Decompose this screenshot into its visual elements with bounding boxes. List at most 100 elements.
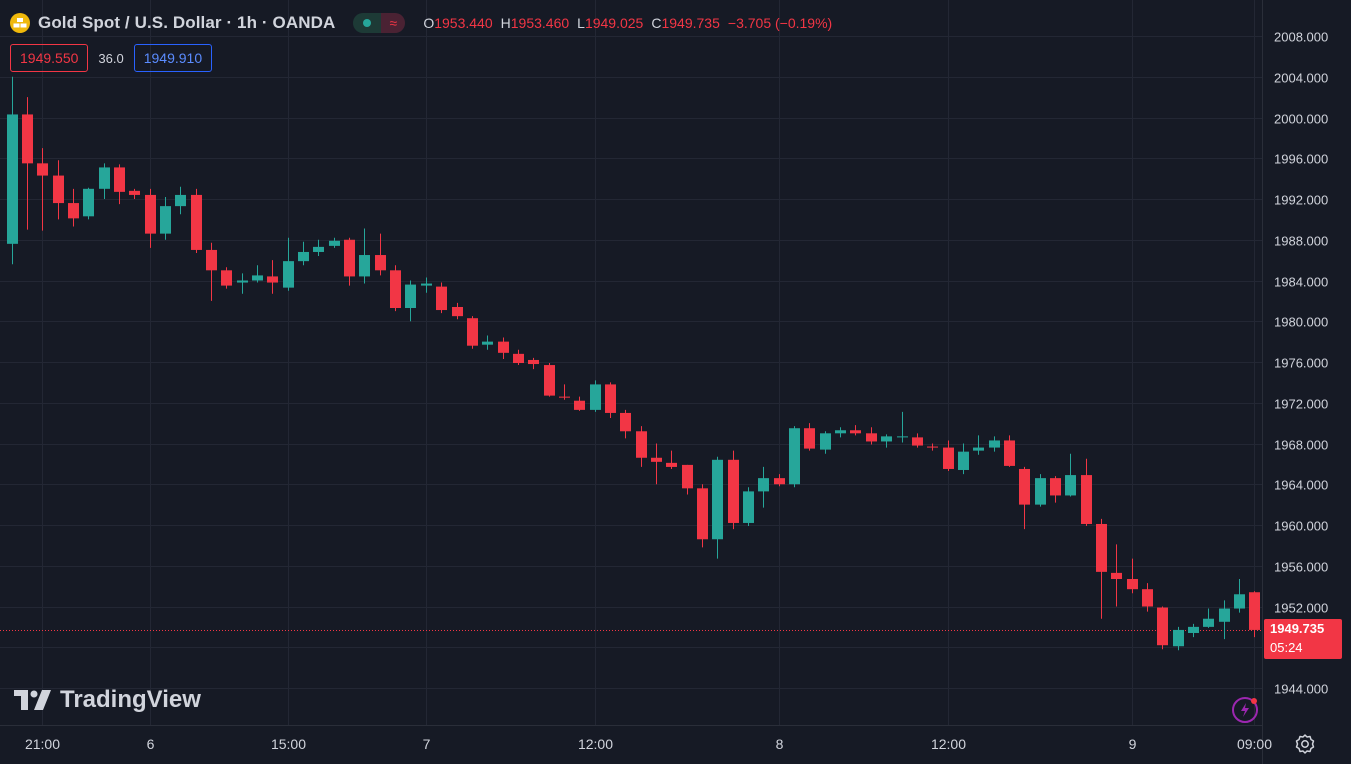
candle[interactable]	[206, 242, 217, 301]
candle[interactable]	[22, 97, 33, 230]
candle[interactable]	[1004, 435, 1015, 467]
candle-body	[651, 457, 662, 462]
candle[interactable]	[943, 440, 954, 472]
candle[interactable]	[467, 316, 478, 349]
candle[interactable]	[758, 466, 769, 508]
symbol-title[interactable]: Gold Spot / U.S. Dollar · 1h · OANDA	[38, 13, 336, 32]
candle[interactable]	[221, 267, 232, 289]
candle[interactable]	[252, 265, 263, 283]
candle[interactable]	[237, 273, 248, 294]
y-tick-label: 1984.000	[1274, 275, 1328, 290]
candle[interactable]	[897, 411, 908, 443]
candle[interactable]	[99, 163, 110, 199]
candle[interactable]	[712, 456, 723, 559]
candle[interactable]	[559, 384, 570, 400]
candle[interactable]	[129, 188, 140, 199]
gear-icon[interactable]	[1294, 733, 1316, 755]
candle[interactable]	[804, 423, 815, 451]
candle[interactable]	[743, 487, 754, 527]
candle[interactable]	[973, 435, 984, 455]
candle[interactable]	[298, 241, 309, 266]
candle[interactable]	[1142, 583, 1153, 612]
candle[interactable]	[1219, 600, 1230, 640]
candle[interactable]	[53, 160, 64, 220]
candle[interactable]	[866, 427, 877, 445]
candle[interactable]	[590, 380, 601, 412]
candle[interactable]	[1157, 606, 1168, 650]
candle[interactable]	[881, 434, 892, 448]
candle[interactable]	[405, 280, 416, 322]
candle[interactable]	[313, 239, 324, 257]
candle[interactable]	[636, 426, 647, 467]
candle[interactable]	[620, 409, 631, 439]
candle[interactable]	[605, 382, 616, 419]
candle[interactable]	[666, 450, 677, 469]
candle[interactable]	[436, 282, 447, 314]
market-status-pill[interactable]: ≈	[353, 13, 406, 33]
candle[interactable]	[1050, 476, 1061, 503]
candle[interactable]	[1249, 591, 1260, 638]
candle[interactable]	[774, 474, 785, 487]
candle[interactable]	[912, 433, 923, 448]
candle[interactable]	[283, 237, 294, 291]
candle[interactable]	[1096, 518, 1107, 619]
candle[interactable]	[1065, 453, 1076, 497]
candles[interactable]	[7, 76, 1260, 651]
lightning-icon[interactable]	[1230, 695, 1260, 725]
tradingview-logo[interactable]: TradingView	[14, 686, 201, 714]
candle[interactable]	[1081, 458, 1092, 527]
candle-body	[1219, 608, 1230, 622]
candle[interactable]	[267, 260, 278, 294]
candle[interactable]	[68, 188, 79, 227]
candle[interactable]	[1234, 578, 1245, 613]
candle[interactable]	[1173, 626, 1184, 651]
candle[interactable]	[482, 335, 493, 350]
price-axis[interactable]: 2008.000 2004.000 2000.000 1996.000 1992.000…	[1274, 30, 1328, 697]
candle[interactable]	[7, 76, 18, 265]
candle[interactable]	[989, 436, 1000, 452]
candle[interactable]	[1188, 623, 1199, 638]
candle[interactable]	[421, 277, 432, 293]
candle[interactable]	[728, 450, 739, 530]
time-axis[interactable]: 21:00 6 15:00 7 12:00 8 12:00 9 09:00	[25, 736, 1272, 752]
candle[interactable]	[452, 302, 463, 320]
candle[interactable]	[927, 443, 938, 451]
candle[interactable]	[820, 431, 831, 454]
candle[interactable]	[835, 427, 846, 438]
candle[interactable]	[114, 164, 125, 205]
candle[interactable]	[498, 337, 509, 359]
buy-button[interactable]: 1949.910	[133, 44, 213, 72]
candle[interactable]	[344, 237, 355, 286]
sell-button[interactable]: 1949.550	[10, 44, 89, 72]
candle[interactable]	[191, 188, 202, 253]
candle[interactable]	[544, 363, 555, 397]
candle[interactable]	[513, 349, 524, 366]
candle-body	[697, 488, 708, 540]
candle[interactable]	[789, 426, 800, 488]
candle[interactable]	[83, 187, 94, 220]
candle[interactable]	[697, 484, 708, 548]
candle[interactable]	[145, 188, 156, 248]
candle[interactable]	[682, 464, 693, 495]
candle[interactable]	[160, 196, 171, 240]
candle[interactable]	[359, 228, 370, 284]
tradingview-logo-text: TradingView	[60, 686, 201, 713]
candle[interactable]	[1019, 466, 1030, 530]
candle[interactable]	[1127, 558, 1138, 594]
candle[interactable]	[1203, 608, 1214, 628]
candle[interactable]	[1035, 474, 1046, 507]
candle[interactable]	[329, 237, 340, 248]
candle[interactable]	[375, 233, 386, 276]
candle[interactable]	[574, 396, 585, 411]
candle[interactable]	[850, 425, 861, 436]
candle[interactable]	[175, 186, 186, 215]
candle-body	[160, 206, 171, 234]
candle[interactable]	[651, 443, 662, 485]
candle[interactable]	[958, 443, 969, 475]
candle[interactable]	[390, 265, 401, 312]
candle[interactable]	[37, 148, 48, 231]
candle[interactable]	[528, 357, 539, 370]
candle[interactable]	[1111, 544, 1122, 607]
candle-body	[927, 446, 938, 448]
